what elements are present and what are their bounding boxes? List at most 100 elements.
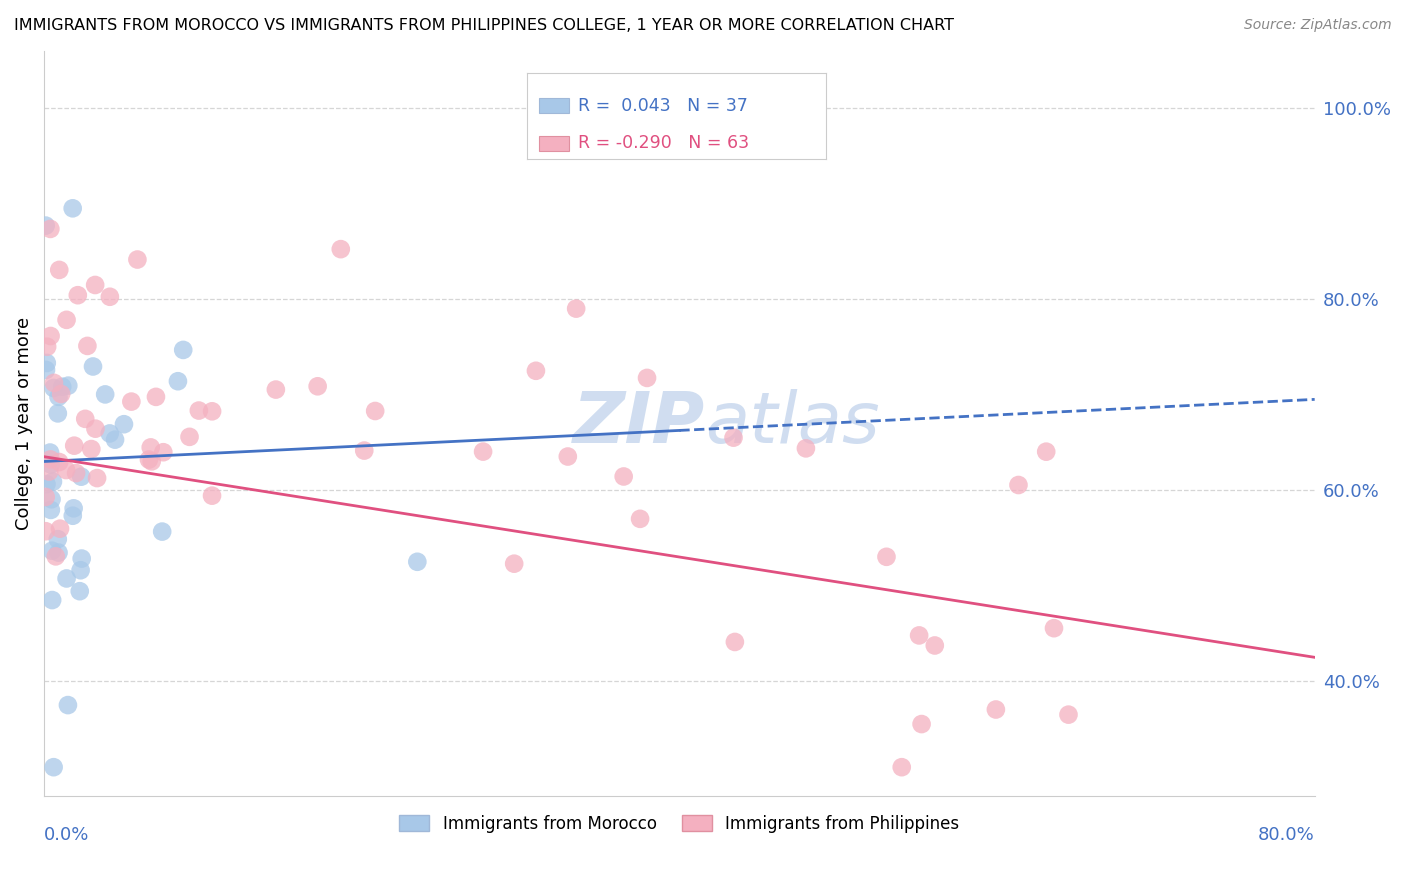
Point bbox=[62, 508, 84, 523]
Point bbox=[503, 557, 526, 571]
Text: 80.0%: 80.0% bbox=[1258, 826, 1315, 844]
Point bbox=[48, 263, 70, 277]
Point bbox=[1035, 444, 1057, 458]
Point bbox=[472, 444, 495, 458]
Point bbox=[127, 252, 149, 267]
Point bbox=[172, 343, 194, 357]
Point bbox=[49, 387, 72, 401]
Point bbox=[63, 439, 86, 453]
Point bbox=[112, 417, 135, 432]
Point bbox=[794, 442, 817, 456]
Point bbox=[39, 222, 62, 236]
Point bbox=[104, 433, 127, 447]
Point bbox=[613, 469, 636, 483]
Point bbox=[628, 512, 651, 526]
Point bbox=[41, 543, 63, 558]
Point bbox=[65, 466, 87, 480]
Point bbox=[39, 452, 62, 467]
Point bbox=[35, 524, 58, 539]
Point bbox=[724, 635, 747, 649]
Point bbox=[46, 406, 69, 420]
Point bbox=[329, 242, 352, 256]
Point bbox=[69, 563, 91, 577]
Point bbox=[875, 549, 897, 564]
Text: 0.0%: 0.0% bbox=[44, 826, 90, 844]
Point bbox=[201, 404, 224, 418]
Point bbox=[98, 290, 121, 304]
Point bbox=[141, 454, 163, 468]
Point bbox=[42, 376, 65, 390]
Point bbox=[84, 277, 107, 292]
Point bbox=[55, 463, 77, 477]
Point bbox=[38, 465, 60, 479]
Text: atlas: atlas bbox=[704, 389, 879, 458]
Point bbox=[35, 356, 58, 370]
Point bbox=[179, 430, 201, 444]
Point bbox=[1043, 621, 1066, 635]
Point bbox=[39, 503, 62, 517]
Point bbox=[55, 313, 77, 327]
Point bbox=[35, 490, 58, 504]
Point bbox=[1007, 478, 1029, 492]
Point bbox=[62, 202, 84, 216]
Point bbox=[58, 378, 80, 392]
Point bbox=[42, 381, 65, 395]
Point bbox=[138, 452, 160, 467]
Point bbox=[139, 441, 162, 455]
Point bbox=[56, 698, 79, 712]
Point bbox=[167, 374, 190, 388]
Point bbox=[46, 532, 69, 546]
Point bbox=[75, 412, 97, 426]
Point bbox=[201, 489, 224, 503]
Point bbox=[187, 403, 209, 417]
Point bbox=[80, 442, 103, 456]
Point bbox=[35, 477, 58, 491]
Point bbox=[69, 584, 91, 599]
Point bbox=[353, 443, 375, 458]
Text: Source: ZipAtlas.com: Source: ZipAtlas.com bbox=[1244, 18, 1392, 32]
Point bbox=[86, 471, 108, 485]
Point bbox=[42, 760, 65, 774]
Point bbox=[1057, 707, 1080, 722]
Point bbox=[42, 475, 65, 489]
Point bbox=[76, 339, 98, 353]
Point bbox=[70, 551, 93, 566]
Point bbox=[70, 469, 93, 483]
Point bbox=[908, 628, 931, 642]
Point bbox=[565, 301, 588, 316]
Point bbox=[152, 445, 174, 459]
Point bbox=[84, 422, 107, 436]
Point bbox=[94, 387, 117, 401]
Y-axis label: College, 1 year or more: College, 1 year or more bbox=[15, 317, 32, 530]
Point bbox=[120, 394, 142, 409]
Point bbox=[367, 808, 389, 822]
Point bbox=[48, 546, 70, 560]
Point bbox=[364, 404, 387, 418]
Text: IMMIGRANTS FROM MOROCCO VS IMMIGRANTS FROM PHILIPPINES COLLEGE, 1 YEAR OR MORE C: IMMIGRANTS FROM MOROCCO VS IMMIGRANTS FR… bbox=[14, 18, 955, 33]
Point bbox=[48, 390, 70, 404]
Point bbox=[890, 760, 912, 774]
Point bbox=[406, 555, 429, 569]
Point bbox=[37, 340, 59, 354]
Point bbox=[636, 371, 658, 385]
Point bbox=[49, 522, 72, 536]
Point bbox=[98, 426, 121, 441]
Point bbox=[150, 524, 173, 539]
Point bbox=[35, 219, 58, 233]
Point bbox=[264, 383, 287, 397]
Point bbox=[557, 450, 579, 464]
Point bbox=[524, 364, 547, 378]
Point bbox=[45, 549, 67, 564]
Point bbox=[41, 492, 63, 507]
Point bbox=[66, 288, 89, 302]
Point bbox=[41, 593, 63, 607]
Point bbox=[924, 639, 946, 653]
Point bbox=[145, 390, 167, 404]
Point bbox=[39, 445, 62, 459]
Point bbox=[39, 329, 62, 343]
Point bbox=[723, 431, 745, 445]
Point bbox=[35, 363, 58, 377]
Point bbox=[82, 359, 104, 374]
Point bbox=[62, 501, 84, 516]
Text: ZIP: ZIP bbox=[572, 389, 704, 458]
